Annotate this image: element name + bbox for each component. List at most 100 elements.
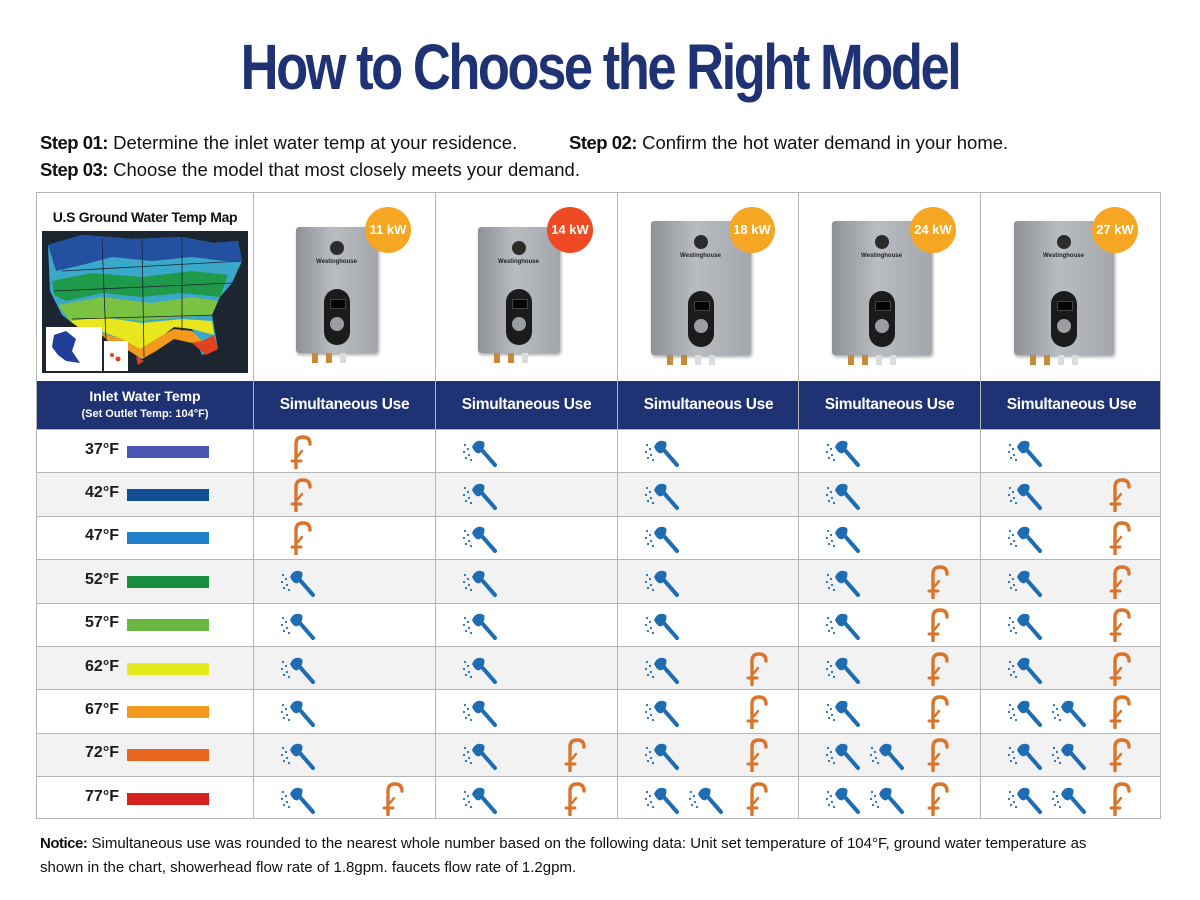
control-panel [505,289,532,345]
shower-icon [462,478,502,512]
step-01: Step 01: Determine the inlet water temp … [40,132,517,154]
column-divider [253,193,254,818]
faucet-icon [1101,521,1141,557]
pipe-connector [311,353,318,363]
shower-icon [644,738,684,772]
dial-icon [874,319,889,333]
faucet-icon [919,738,959,774]
shower-icon [825,738,865,772]
column-divider [435,193,436,818]
power-badge: 27 kW [1092,207,1138,253]
faucet-icon [282,521,322,557]
simultaneous-use-header: Simultaneous Use [279,396,410,413]
shower-icon [825,652,865,686]
table-row: 72°F [37,732,1160,777]
pipe-connector [680,355,687,365]
pipe-connector [493,353,500,363]
simultaneous-use-header: Simultaneous Use [1006,396,1137,413]
table-header-band: Inlet Water Temp (Set Outlet Temp: 104°F… [37,381,1160,429]
faucet-icon [556,782,596,817]
product-card: Westinghouse 24 kW [799,193,980,381]
brand-label: Westinghouse [680,253,721,259]
temp-color-bar [127,749,209,762]
shower-icon [280,652,320,686]
table-row: 67°F [37,689,1160,732]
notice: Notice: Simultaneous use was rounded to … [40,832,1086,880]
pipe-connector [1029,355,1036,365]
column-divider [617,193,618,818]
shower-icon [825,478,865,512]
shower-icon [1007,608,1047,642]
temp-color-bar [127,532,209,545]
faucet-icon [282,478,322,513]
shower-icon [1007,738,1047,772]
us-map-icon [42,231,248,373]
notice-label: Notice: [40,835,88,852]
inlet-header-line2: (Set Outlet Temp: 104°F) [81,408,209,420]
shower-icon [644,478,684,512]
pipe-connector [889,355,896,365]
westinghouse-logo-icon [693,235,708,249]
faucet-icon [919,608,959,643]
brand-label: Westinghouse [498,259,539,265]
notice-line1: Simultaneous use was rounded to the near… [87,835,1087,852]
power-badge: 18 kW [729,207,775,253]
pipe-connector [861,355,868,365]
water-heater-image: Westinghouse [477,227,560,353]
product-card: Westinghouse 27 kW [981,193,1162,381]
display-screen [693,301,710,311]
shower-icon [1007,782,1047,816]
shower-icon [462,695,502,729]
temp-color-bar [127,619,209,632]
shower-icon [825,608,865,642]
shower-icon [1007,652,1047,686]
dial-icon [693,319,708,333]
display-screen [329,299,346,309]
shower-icon [644,652,684,686]
faucet-icon [919,782,959,817]
dial-icon [511,317,526,331]
shower-icon [462,652,502,686]
step-01-label: Step 01: [40,132,108,153]
faucet-icon [919,565,959,600]
table-row: 52°F [37,559,1160,603]
faucet-icon [919,651,959,687]
inlet-temp-label: 72°F [85,744,119,762]
display-screen [1056,301,1073,311]
table-row: 62°F [37,646,1160,690]
temp-color-bar [127,792,209,805]
pipe-connector [521,353,528,363]
map-title: U.S Ground Water Temp Map [52,209,238,225]
inlet-header-line1: Inlet Water Temp [89,388,201,404]
pipe-connector [339,353,346,363]
inlet-temp-label: 62°F [85,657,119,675]
shower-icon [280,782,320,816]
shower-icon [825,782,865,816]
control-panel [687,291,714,347]
control-panel [1050,291,1077,347]
step-02-label: Step 02: [569,132,637,153]
dial-icon [1056,319,1071,333]
table-row: 57°F [37,602,1160,646]
product-card: Westinghouse 14 kW [436,193,617,381]
westinghouse-logo-icon [329,241,344,255]
page-title: How to Choose the Right Model [240,31,962,103]
shower-icon [280,738,320,772]
brand-label: Westinghouse [861,253,902,259]
temp-color-bar [127,662,209,675]
model-selection-table: U.S Ground Water Temp Map Westinghouse 11… [36,192,1161,819]
inlet-water-temp-header: Inlet Water Temp (Set Outlet Temp: 104°F… [37,381,253,429]
shower-icon [869,782,909,816]
shower-icon [869,738,909,772]
shower-icon [644,435,684,469]
faucet-icon [1101,695,1141,730]
power-badge: 14 kW [547,207,593,253]
temp-color-bar [127,445,209,458]
westinghouse-logo-icon [1056,235,1071,249]
faucet-icon [738,695,778,730]
westinghouse-logo-icon [511,241,526,255]
inlet-temp-label: 42°F [85,484,119,502]
shower-icon [1007,695,1047,729]
shower-icon [462,782,502,816]
pipe-connector [694,355,701,365]
